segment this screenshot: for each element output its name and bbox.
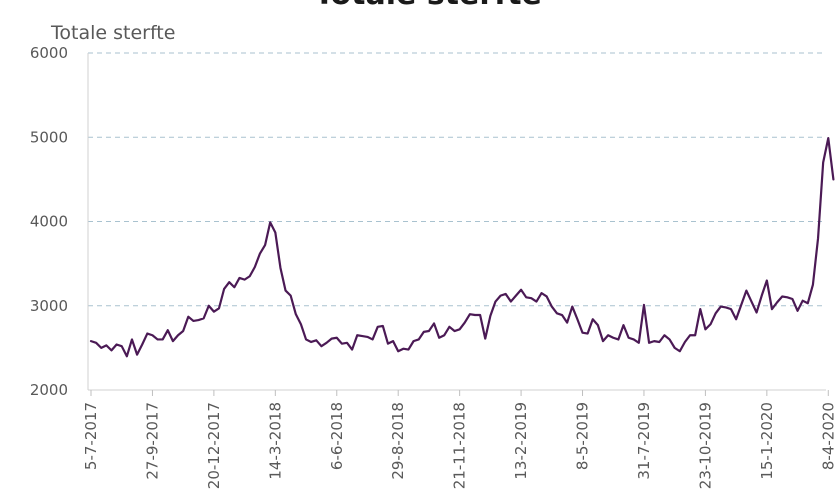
y-tick-label: 5000 (30, 128, 68, 146)
x-tick-label: 8-5-2019 (574, 402, 592, 470)
x-tick-label: 29-8-2018 (389, 402, 407, 480)
gridlines (88, 52, 826, 307)
x-tick-label: 23-10-2019 (696, 402, 714, 489)
x-tick-label: 6-6-2018 (328, 402, 346, 470)
y-ticks: 2000 3000 4000 5000 6000 (30, 44, 68, 399)
x-tick-label: 5-7-2017 (82, 402, 100, 470)
x-tick-label: 27-9-2017 (143, 402, 161, 480)
series-layer (89, 136, 835, 358)
y-tick-label: 4000 (30, 213, 68, 231)
x-tick-label: 8-4-2020 (819, 402, 837, 470)
y-tick-label: 6000 (30, 44, 68, 62)
x-ticks: 5-7-2017 27-9-2017 20-12-2017 14-3-2018 6-6-… (82, 390, 837, 489)
x-tick-label: 20-12-2017 (205, 402, 223, 489)
chart-title: Totale sterfte (314, 0, 542, 12)
series-line (89, 136, 835, 358)
axes (87, 53, 826, 391)
x-tick-label: 15-1-2020 (758, 402, 776, 480)
y-axis-title: Totale sterfte (50, 22, 175, 44)
y-tick-label: 2000 (30, 381, 68, 399)
y-tick-label: 3000 (30, 297, 68, 315)
x-tick-label: 31-7-2019 (635, 402, 653, 480)
x-tick-label: 14-3-2018 (266, 402, 284, 480)
x-tick-label: 21-11-2018 (451, 402, 469, 489)
x-tick-label: 13-2-2019 (512, 402, 530, 480)
